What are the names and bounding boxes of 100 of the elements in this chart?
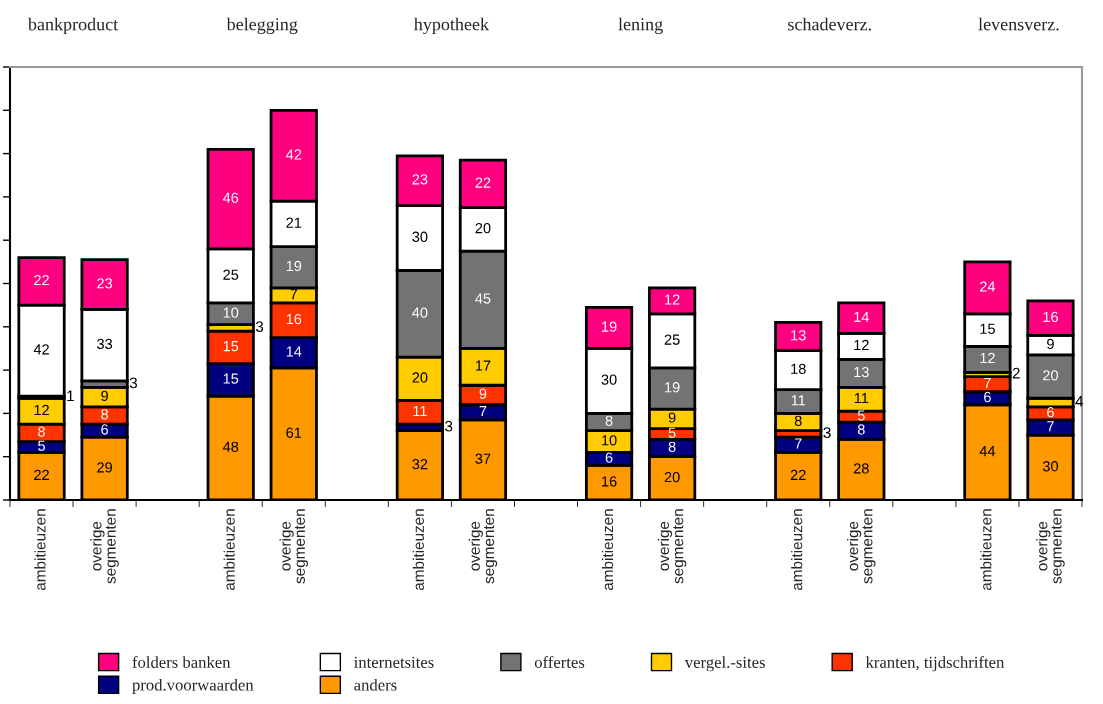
data-label: 9 [1047, 338, 1054, 350]
data-label: 4 [1075, 396, 1084, 407]
data-label: 42 [33, 344, 49, 355]
data-label: 30 [601, 374, 617, 385]
data-label: 9 [479, 388, 487, 399]
data-label: 3 [255, 321, 264, 332]
data-label: 3 [129, 377, 138, 389]
text: lening [618, 17, 663, 35]
data-label: 6 [605, 452, 613, 463]
x-tick-label: ambitieuzen [34, 509, 46, 591]
data-label: 8 [857, 424, 865, 435]
data-label: 33 [97, 338, 113, 350]
data-label: 6 [984, 391, 991, 403]
data-label: 13 [791, 330, 806, 341]
data-label: 46 [222, 192, 239, 203]
data-label: 22 [475, 177, 491, 188]
data-label: 12 [665, 294, 680, 305]
x-tick-label: ambitieuzen [980, 509, 992, 591]
data-label: 9 [101, 390, 108, 402]
data-label: 2 [1012, 367, 1020, 379]
data-label: 3 [823, 427, 831, 439]
data-label: 23 [97, 278, 113, 289]
data-label: 9 [668, 412, 676, 423]
data-label: 3 [445, 420, 453, 432]
data-label: 7 [794, 438, 802, 449]
data-label: 14 [286, 346, 302, 357]
data-label: 10 [602, 435, 617, 446]
data-label: 19 [602, 321, 617, 332]
data-label: 19 [286, 260, 302, 272]
text: levensverz. [978, 17, 1059, 31]
data-label: 15 [980, 323, 995, 334]
data-label: 8 [38, 426, 45, 437]
data-label: 6 [101, 424, 108, 435]
data-label: 16 [602, 476, 617, 487]
data-label: 30 [1042, 461, 1059, 472]
data-label: 37 [475, 453, 491, 464]
x-tick-label: ambitieuzen [791, 509, 803, 591]
text: belegging [226, 17, 298, 35]
data-label: 7 [479, 406, 487, 417]
data-label: 5 [38, 440, 45, 451]
data-label: 32 [412, 458, 428, 470]
data-label: 22 [34, 469, 49, 480]
legend-label: internetsites [354, 656, 434, 668]
data-label: 25 [664, 334, 680, 345]
data-label: 8 [605, 415, 613, 426]
legend-label: folders banken [132, 656, 231, 668]
data-label: 11 [791, 395, 806, 406]
data-label: 5 [668, 427, 676, 438]
data-label: 12 [34, 404, 49, 416]
data-label: 40 [412, 307, 428, 318]
data-label: 30 [412, 231, 428, 242]
x-tick-label: ambitieuzen [223, 509, 235, 591]
x-tick-label: overige segmenten [468, 509, 498, 584]
x-tick-label: ambitieuzen [601, 509, 614, 591]
data-label: 7 [984, 377, 991, 388]
data-label: 18 [791, 363, 806, 375]
data-label: 20 [475, 222, 491, 234]
data-label: 22 [790, 469, 806, 480]
data-label: 19 [665, 382, 680, 393]
x-tick-label: overige segmenten [90, 509, 119, 584]
data-label: 6 [1047, 406, 1054, 418]
legend-label: anders [354, 678, 397, 691]
data-label: 10 [223, 307, 239, 318]
data-label: 17 [475, 360, 491, 371]
legend-label: kranten, tijdschriften [865, 656, 1005, 672]
data-label: 15 [223, 341, 239, 352]
data-label: 8 [668, 441, 676, 452]
data-label: 8 [794, 415, 802, 426]
data-label: 8 [101, 409, 109, 420]
text: bankproduct [27, 17, 119, 35]
x-tick-label: ambitieuzen [412, 509, 424, 591]
data-label: 23 [412, 174, 428, 185]
data-label: 44 [979, 446, 996, 457]
data-label: 5 [857, 410, 865, 421]
text: hypotheek [413, 17, 490, 35]
data-label: 42 [285, 149, 302, 160]
data-label: 14 [854, 311, 869, 322]
data-label: 13 [854, 366, 869, 378]
data-label: 16 [1043, 311, 1058, 323]
data-label: 11 [854, 393, 869, 404]
data-label: 25 [223, 269, 239, 280]
data-label: 1 [67, 390, 74, 402]
data-label: 45 [475, 293, 491, 304]
legend-label: prod.voorwaarden [132, 678, 254, 694]
data-label: 21 [286, 217, 302, 228]
data-label: 7 [290, 289, 298, 300]
data-label: 29 [97, 462, 113, 473]
x-tick-label: overige segmenten [657, 509, 687, 584]
data-label: 20 [1043, 370, 1059, 381]
x-tick-label: overige segmenten [847, 509, 876, 584]
legend-label: offertes [534, 656, 585, 668]
data-label: 16 [286, 313, 302, 325]
data-label: 61 [286, 427, 302, 438]
text: schadeverz. [788, 17, 871, 31]
data-label: 22 [34, 274, 49, 286]
data-label: 11 [413, 406, 427, 417]
data-label: 15 [223, 373, 239, 384]
legend-label: vergel.-sites [684, 656, 765, 672]
x-tick-label: overige segmenten [279, 509, 309, 584]
data-label: 12 [854, 339, 869, 351]
